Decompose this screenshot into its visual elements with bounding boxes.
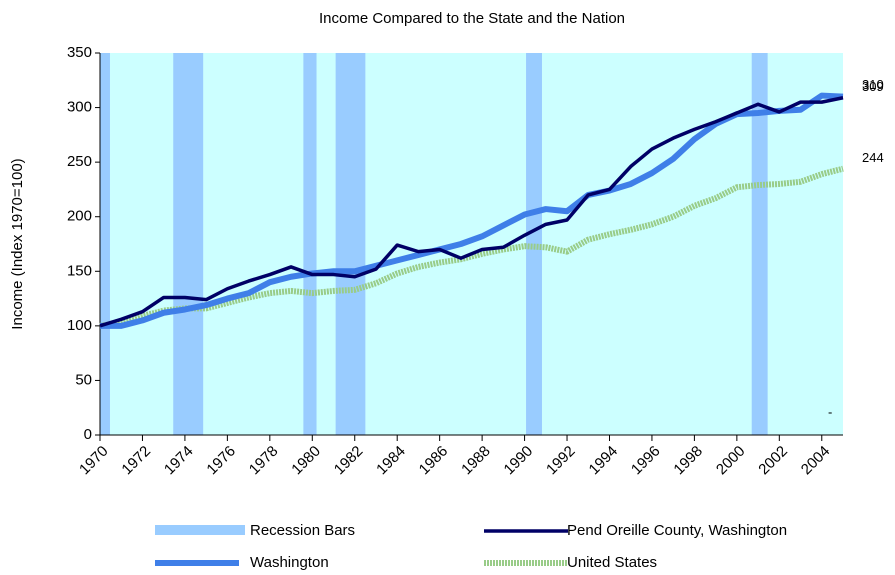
legend-label: United States <box>567 554 657 571</box>
end-value-label: 309 <box>862 79 884 94</box>
x-tick-label: 2004 <box>798 443 834 479</box>
y-tick-label: 0 <box>84 426 92 443</box>
x-tick-label: 2002 <box>755 443 791 479</box>
y-tick-label: 250 <box>67 153 92 170</box>
legend-label: Recession Bars <box>250 522 355 539</box>
y-tick-label: 100 <box>67 317 92 334</box>
y-tick-label: 50 <box>75 371 92 388</box>
x-tick-label: 1990 <box>501 443 537 479</box>
recession-bar <box>303 53 317 435</box>
x-tick-label: 1984 <box>373 443 409 479</box>
recession-bar <box>751 53 768 435</box>
x-tick-label: 1992 <box>543 443 579 479</box>
chart-title: Income Compared to the State and the Nat… <box>319 10 625 27</box>
series-line <box>100 92 844 329</box>
x-tick-label: 1986 <box>416 443 452 479</box>
recession-bar <box>100 53 110 435</box>
x-tick-label: 1996 <box>628 443 664 479</box>
x-tick-label: 1994 <box>586 443 622 479</box>
legend-swatch <box>155 525 245 535</box>
y-axis-label: Income (Index 1970=100) <box>9 158 26 329</box>
series-line <box>99 96 844 328</box>
x-tick-label: 1978 <box>246 443 282 479</box>
x-tick-label: 1980 <box>288 443 324 479</box>
x-tick-label: 2000 <box>713 443 749 479</box>
series-line <box>99 165 844 329</box>
x-tick-label: 1998 <box>670 443 706 479</box>
x-tick-label: 1974 <box>161 443 197 479</box>
y-tick-label: 150 <box>67 262 92 279</box>
end-value-label: 310 <box>862 77 884 92</box>
y-tick-label: 300 <box>67 99 92 116</box>
legend-label: Washington <box>250 554 329 571</box>
x-tick-label: 1970 <box>76 443 112 479</box>
x-tick-label: 1988 <box>458 443 494 479</box>
y-tick-label: 200 <box>67 208 92 225</box>
end-value-label: 244 <box>862 150 884 165</box>
recession-bar <box>173 53 204 435</box>
plot-area <box>100 53 843 435</box>
x-tick-label: 1982 <box>331 443 367 479</box>
x-tick-label: 1976 <box>203 443 239 479</box>
recession-bar <box>335 53 366 435</box>
y-tick-label: 350 <box>67 44 92 61</box>
annotation: - <box>828 404 832 419</box>
legend-label: Pend Oreille County, Washington <box>567 522 787 539</box>
x-tick-label: 1972 <box>118 443 154 479</box>
